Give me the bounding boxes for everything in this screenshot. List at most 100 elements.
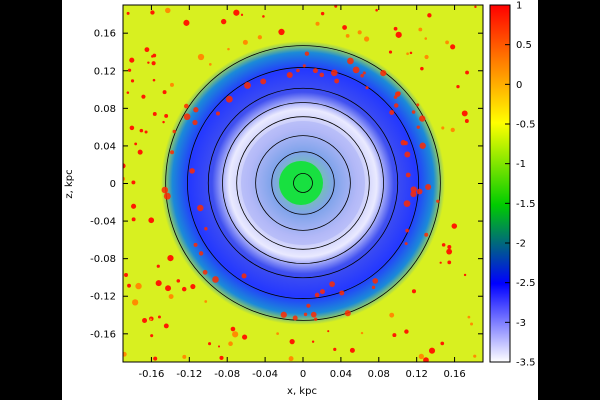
contour-circle bbox=[271, 151, 335, 215]
speckle bbox=[137, 149, 143, 155]
y-axis-label: z, kpc bbox=[64, 169, 75, 198]
speckle bbox=[130, 79, 135, 83]
speckle bbox=[447, 245, 452, 250]
y-tick-label: 0.04 bbox=[94, 141, 116, 152]
shell-streak bbox=[365, 86, 369, 90]
speckle bbox=[311, 340, 315, 343]
speckle bbox=[129, 125, 135, 131]
shell-streak bbox=[163, 192, 171, 200]
speckle bbox=[152, 112, 157, 116]
shell-streak bbox=[241, 273, 247, 279]
speckle bbox=[155, 280, 162, 287]
speckle bbox=[242, 39, 248, 45]
speckle bbox=[428, 347, 436, 354]
speckle bbox=[190, 283, 196, 290]
shell-streak bbox=[244, 81, 251, 89]
contour-circle bbox=[222, 102, 384, 264]
shell-streak bbox=[286, 71, 293, 79]
x-tick-label: 0.04 bbox=[330, 369, 352, 380]
x-tick-label: 0.12 bbox=[406, 369, 428, 380]
speckle bbox=[423, 357, 429, 362]
shell-streak bbox=[280, 311, 287, 318]
colorbar bbox=[489, 4, 511, 363]
shell-streak bbox=[260, 78, 267, 85]
speckle bbox=[182, 354, 187, 359]
shell-streak bbox=[330, 69, 338, 77]
speckle bbox=[197, 53, 205, 61]
x-axis-label: x, kpc bbox=[287, 386, 317, 397]
x-axis-ticks: -0.16 -0.12 -0.08 -0.04 0 0.04 0.08 0.12 0.16 bbox=[138, 5, 466, 380]
speckle bbox=[204, 300, 208, 303]
speckle bbox=[152, 78, 156, 82]
x-tick-label: -0.08 bbox=[214, 369, 240, 380]
speckle bbox=[131, 299, 139, 306]
speckle bbox=[149, 318, 152, 321]
x-tick-label: -0.04 bbox=[252, 369, 278, 380]
speckle bbox=[126, 11, 130, 15]
speckle bbox=[153, 356, 158, 361]
shell-streak bbox=[193, 107, 199, 113]
right-black-border bbox=[538, 0, 600, 400]
shell-streak bbox=[416, 188, 423, 195]
speckle bbox=[333, 347, 337, 352]
speckle bbox=[456, 85, 460, 89]
shell-streak bbox=[436, 199, 440, 203]
speckle bbox=[162, 90, 167, 95]
speckle bbox=[164, 113, 169, 118]
shell-streak bbox=[198, 251, 204, 256]
speckle bbox=[349, 347, 355, 353]
speckle bbox=[439, 261, 442, 264]
shell-streak bbox=[362, 71, 366, 75]
colorbar-tick-label: -3.5 bbox=[516, 358, 536, 369]
speckle bbox=[151, 61, 156, 66]
shell-streak bbox=[403, 141, 408, 146]
speckle bbox=[395, 31, 402, 38]
speckle bbox=[467, 315, 471, 319]
colorbar-tick-label: -2 bbox=[516, 239, 526, 250]
speckle bbox=[276, 332, 279, 336]
shell-streak bbox=[419, 115, 426, 122]
speckle bbox=[165, 7, 171, 14]
speckle bbox=[169, 82, 174, 87]
colorbar-tick-label: -0.5 bbox=[516, 120, 536, 131]
colorbar-tick-label: 1 bbox=[516, 1, 522, 12]
speckle bbox=[451, 223, 458, 229]
speckle bbox=[151, 55, 154, 58]
contour-circle bbox=[165, 45, 441, 321]
shell-streak bbox=[410, 191, 417, 198]
speckle bbox=[450, 127, 455, 133]
shell-streak bbox=[189, 168, 195, 174]
y-tick-label: -0.16 bbox=[90, 329, 116, 340]
shell-streak bbox=[347, 57, 354, 65]
speckle bbox=[139, 128, 144, 133]
red-speckles bbox=[123, 5, 477, 362]
speckle bbox=[220, 18, 227, 25]
shell-streak bbox=[193, 242, 198, 247]
speckle bbox=[181, 286, 187, 292]
speckle bbox=[360, 331, 364, 335]
speckle bbox=[230, 326, 236, 332]
speckle bbox=[167, 254, 174, 262]
shell-streak bbox=[389, 110, 395, 115]
speckle bbox=[327, 330, 330, 333]
shell-streak bbox=[329, 281, 335, 288]
speckle bbox=[463, 273, 467, 277]
speckle bbox=[165, 285, 172, 292]
left-black-border bbox=[0, 0, 62, 400]
speckle bbox=[320, 11, 325, 16]
speckle bbox=[420, 66, 424, 71]
shell-streak bbox=[404, 151, 411, 158]
shell-streak bbox=[344, 310, 351, 317]
speckle bbox=[131, 180, 136, 185]
shell-streak bbox=[372, 278, 379, 284]
shell-streak bbox=[212, 276, 219, 283]
speckle bbox=[473, 354, 477, 358]
speckle bbox=[176, 279, 181, 283]
shell-streak bbox=[192, 119, 198, 126]
speckle bbox=[404, 329, 409, 334]
shell-streak bbox=[310, 311, 317, 318]
speckle bbox=[445, 40, 449, 45]
speckle bbox=[131, 203, 137, 209]
speckle bbox=[406, 52, 409, 56]
